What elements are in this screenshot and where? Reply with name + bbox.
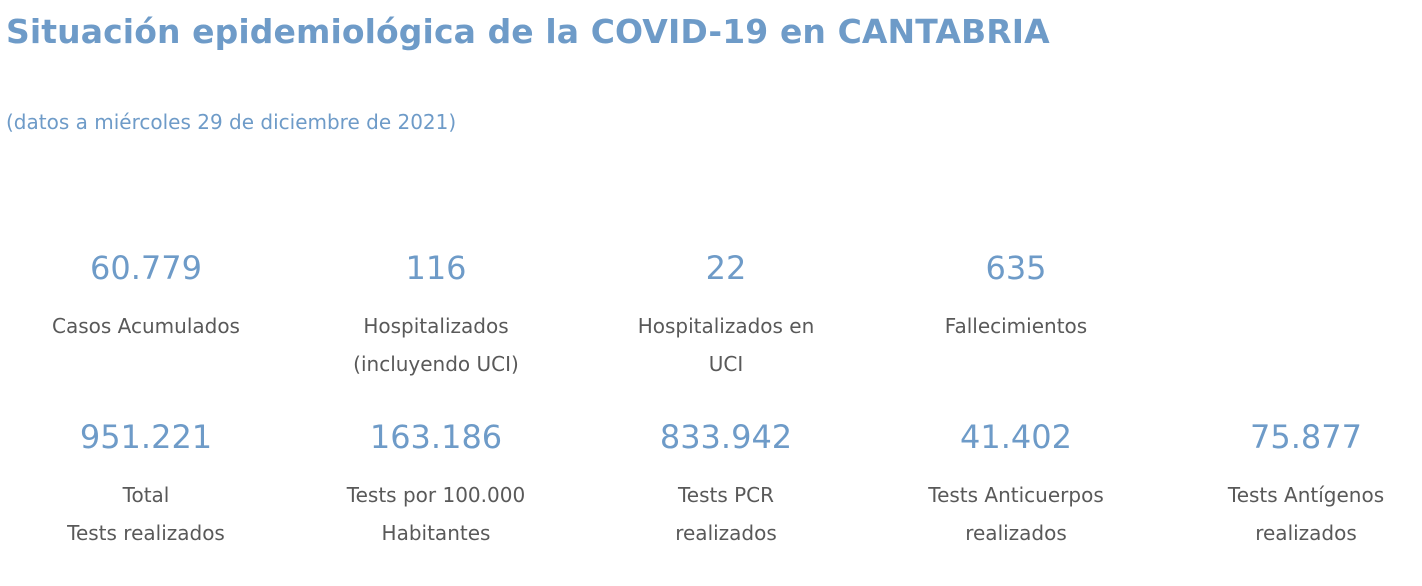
stat-label: Hospitalizados en UCI — [637, 314, 815, 376]
stat-label: Tests Anticuerpos realizados — [928, 483, 1104, 545]
stat-label: Casos Acumulados — [52, 314, 240, 338]
stats-row-cases: 60.779 Casos Acumulados 116 Hospitalizados… — [1, 243, 1161, 383]
stat-tests-anticuerpos: 41.402 Tests Anticuerpos realizados — [871, 412, 1161, 552]
data-date-subtitle: (datos a miércoles 29 de diciembre de 20… — [6, 110, 457, 134]
stat-label: Tests Antígenos realizados — [1227, 483, 1385, 545]
stat-value: 75.877 — [1250, 418, 1362, 456]
stat-label: Tests por 100.000 Habitantes — [346, 483, 526, 545]
stat-total-tests: 951.221 Total Tests realizados — [1, 412, 291, 552]
stat-value: 635 — [985, 249, 1047, 287]
stat-label: Hospitalizados (incluyendo UCI) — [353, 314, 519, 376]
stats-row-tests: 951.221 Total Tests realizados 163.186 Tes… — [1, 412, 1422, 552]
stat-value: 60.779 — [90, 249, 202, 287]
stat-casos-acumulados: 60.779 Casos Acumulados — [1, 243, 291, 383]
stat-value: 22 — [705, 249, 747, 287]
stat-tests-per-100k: 163.186 Tests por 100.000 Habitantes — [291, 412, 581, 552]
stat-label: Total Tests realizados — [67, 483, 225, 545]
stat-value: 116 — [405, 249, 467, 287]
stat-label: Tests PCR realizados — [675, 483, 777, 545]
page-title: Situación epidemiológica de la COVID-19 … — [6, 12, 1050, 51]
stat-label: Fallecimientos — [944, 314, 1088, 338]
stat-value: 163.186 — [369, 418, 503, 456]
stat-value: 41.402 — [960, 418, 1072, 456]
stat-tests-antigenos: 75.877 Tests Antígenos realizados — [1161, 412, 1422, 552]
stat-value: 833.942 — [659, 418, 793, 456]
stat-fallecimientos: 635 Fallecimientos — [871, 243, 1161, 383]
stat-tests-pcr: 833.942 Tests PCR realizados — [581, 412, 871, 552]
stat-value: 951.221 — [79, 418, 213, 456]
stat-uci: 22 Hospitalizados en UCI — [581, 243, 871, 383]
stat-hospitalizados: 116 Hospitalizados (incluyendo UCI) — [291, 243, 581, 383]
